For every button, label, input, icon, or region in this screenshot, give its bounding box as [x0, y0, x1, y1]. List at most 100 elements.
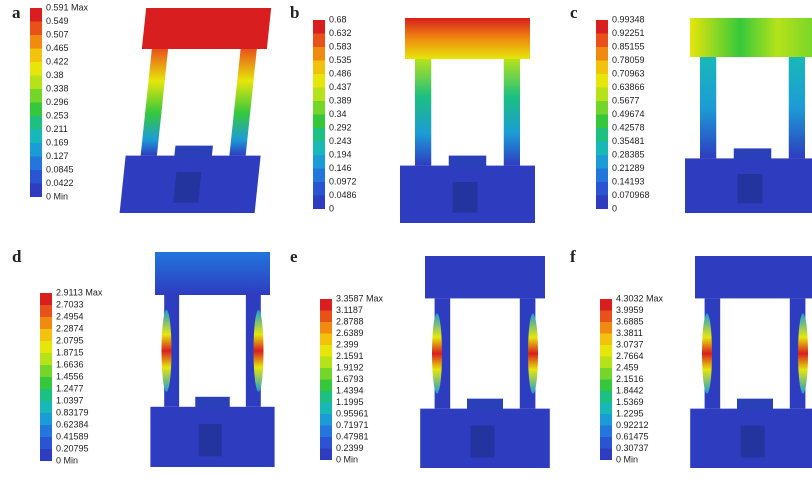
legend-label: 2.459: [616, 362, 639, 372]
legend-label: 0 Min: [56, 455, 78, 465]
legend-swatch: [30, 22, 42, 36]
legend-swatch: [313, 196, 325, 210]
legend-swatch: [596, 74, 608, 88]
legend-label: 3.1187: [336, 305, 363, 315]
model-base-detail: [467, 399, 503, 411]
legend-label: 0.253: [46, 110, 69, 120]
model-column: [415, 59, 431, 166]
model-bulge: [162, 310, 172, 392]
legend-label: 0.71971: [336, 420, 369, 430]
legend-label: 0.42578: [612, 122, 645, 132]
legend-swatch: [313, 155, 325, 169]
legend-label: 3.9959: [616, 305, 644, 315]
legend-label: 0 Min: [336, 454, 358, 464]
legend-label: 0.422: [46, 56, 69, 66]
legend-label: 0.14193: [612, 176, 645, 186]
panel-label: e: [290, 247, 298, 266]
legend-label: 3.6885: [616, 316, 644, 326]
model-base-detail: [199, 424, 222, 456]
legend-label: 2.2874: [56, 323, 84, 333]
legend-swatch: [313, 101, 325, 115]
legend-label: 2.1591: [336, 351, 364, 361]
legend-label: 0.62384: [56, 419, 89, 429]
model-base-detail: [741, 426, 765, 458]
legend-label: 0.507: [46, 29, 69, 39]
legend-swatch: [600, 449, 612, 461]
panel-label: b: [290, 3, 299, 22]
legend-label: 0.68: [329, 14, 347, 24]
legend-label: 0.92251: [612, 28, 645, 38]
legend-swatch: [320, 449, 332, 461]
legend-swatch: [30, 35, 42, 49]
legend-swatch: [600, 391, 612, 403]
legend-label: 0: [612, 203, 617, 213]
frame-model: [690, 256, 812, 468]
model-top: [405, 18, 530, 59]
legend-label: 1.4394: [336, 385, 364, 395]
legend-swatch: [600, 311, 612, 323]
legend-swatch: [313, 34, 325, 48]
legend-label: 1.6636: [56, 359, 84, 369]
legend-label: 0.21289: [612, 163, 645, 173]
legend-label: 0.486: [329, 68, 352, 78]
legend-swatch: [596, 182, 608, 196]
legend-label: 1.8715: [56, 347, 84, 357]
panel-label: a: [12, 3, 21, 22]
legend-swatch: [320, 299, 332, 311]
legend-label: 3.0737: [616, 339, 644, 349]
model-bulge: [702, 313, 712, 393]
legend-label: 1.5369: [616, 397, 644, 407]
legend-swatch: [596, 142, 608, 156]
model-column: [229, 49, 256, 156]
legend-label: 2.8788: [336, 316, 364, 326]
legend-swatch: [600, 437, 612, 449]
model-base-detail: [173, 172, 201, 203]
legend-swatch: [320, 368, 332, 380]
legend-swatch: [30, 130, 42, 144]
model-top: [425, 256, 545, 298]
legend-label: 0.47981: [336, 431, 369, 441]
legend-swatch: [596, 196, 608, 210]
legend-label: 1.9192: [336, 362, 364, 372]
legend-label: 0.632: [329, 28, 352, 38]
legend-label: 1.0397: [56, 395, 84, 405]
model-base-detail: [453, 182, 478, 213]
legend-swatch: [596, 34, 608, 48]
legend-label: 0.63866: [612, 82, 645, 92]
legend-swatch: [40, 353, 52, 365]
model-base-detail: [195, 397, 230, 409]
legend-label: 1.6793: [336, 374, 364, 384]
legend-label: 0.0972: [329, 176, 357, 186]
legend-label: 0.243: [329, 136, 352, 146]
legend-swatch: [40, 305, 52, 317]
legend-label: 0.61475: [616, 431, 649, 441]
legend-label: 2.7033: [56, 299, 84, 309]
model-column: [789, 57, 805, 158]
legend-swatch: [30, 170, 42, 184]
legend-label: 0.28385: [612, 149, 645, 159]
legend-label: 0.146: [329, 163, 352, 173]
legend-swatch: [600, 357, 612, 369]
model-column: [700, 57, 716, 158]
legend-label: 0.38: [46, 70, 64, 80]
legend-label: 1.8442: [616, 385, 644, 395]
legend-label: 0.296: [46, 97, 69, 107]
legend-swatch: [600, 322, 612, 334]
legend-label: 1.2477: [56, 383, 84, 393]
legend-label: 0 Min: [46, 191, 68, 201]
legend-swatch: [40, 401, 52, 413]
legend-swatch: [600, 299, 612, 311]
legend-swatch: [313, 88, 325, 102]
legend-swatch: [313, 128, 325, 142]
frame-model: [685, 18, 812, 213]
legend-label: 0.20795: [56, 443, 89, 453]
legend-swatch: [320, 403, 332, 415]
legend-swatch: [600, 426, 612, 438]
legend-swatch: [600, 380, 612, 392]
legend-swatch: [320, 345, 332, 357]
legend-label: 0.338: [46, 83, 69, 93]
legend-swatch: [40, 413, 52, 425]
legend-label: 0.0422: [46, 178, 74, 188]
frame-model: [420, 256, 550, 468]
